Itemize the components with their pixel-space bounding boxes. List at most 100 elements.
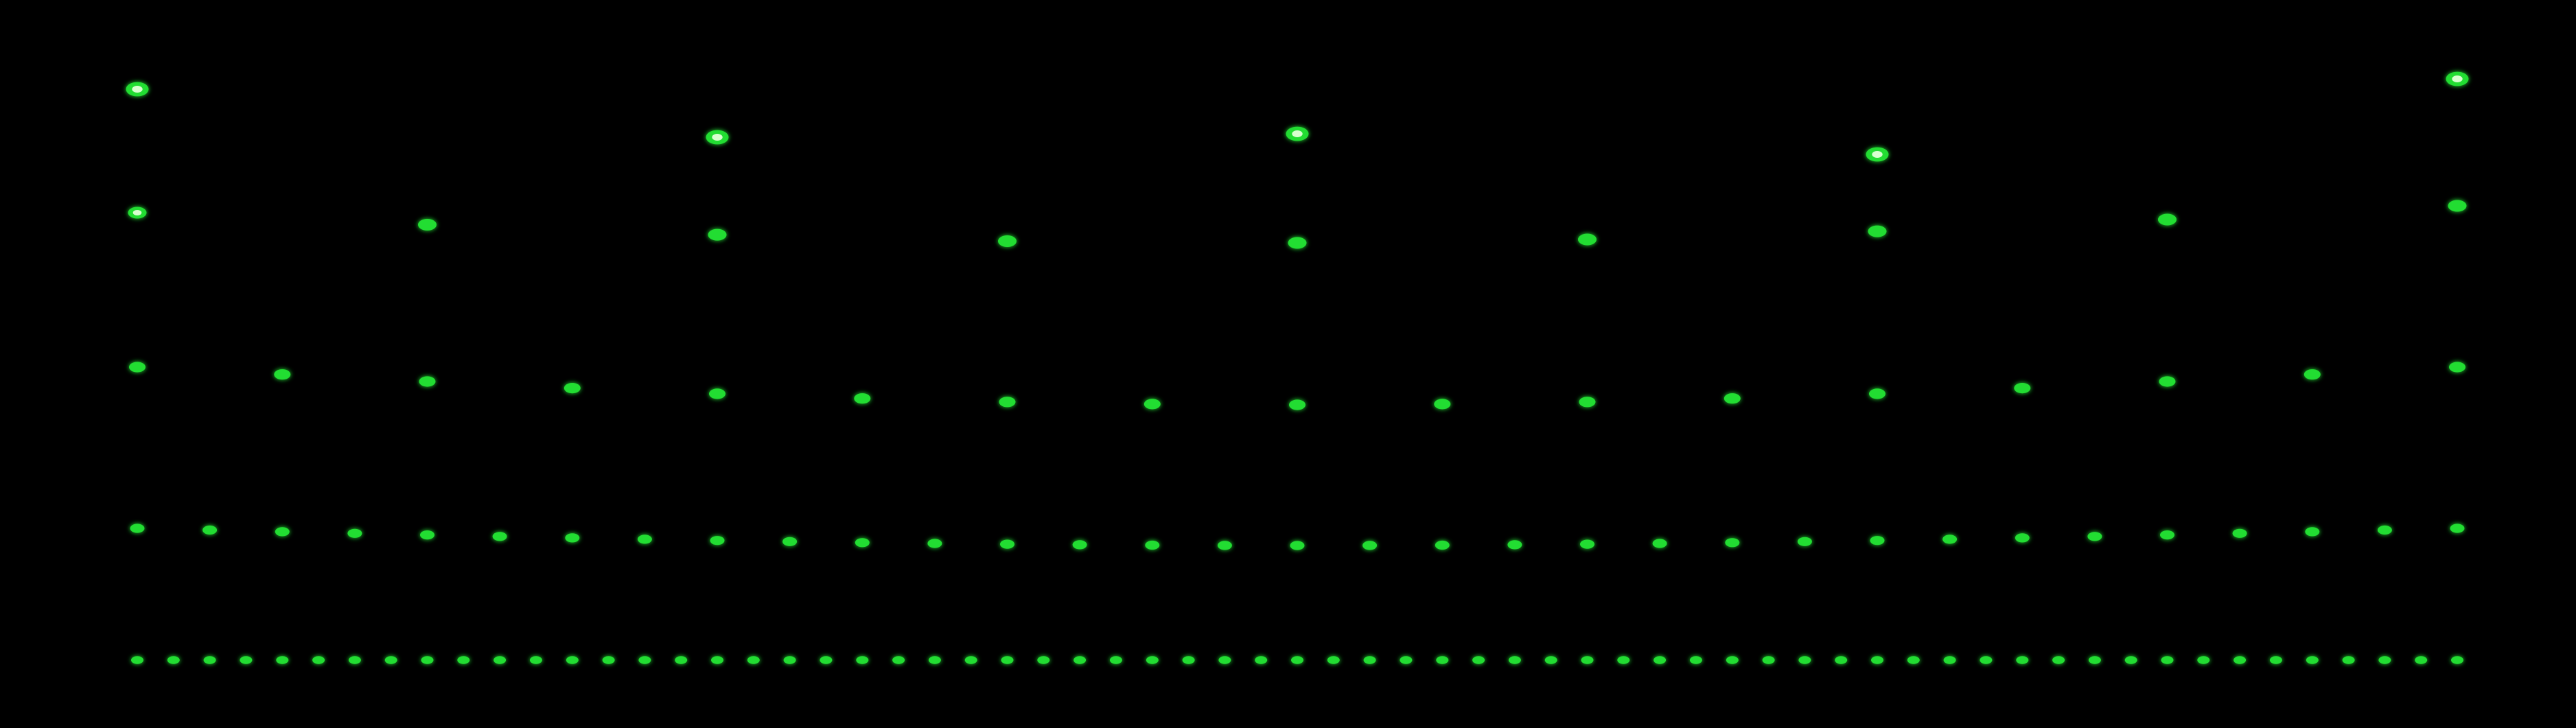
- spot: [1871, 656, 1883, 664]
- spot: [2304, 369, 2321, 380]
- spot: [1182, 656, 1195, 664]
- spot: [494, 656, 507, 664]
- row-2-spots: [128, 200, 2467, 249]
- spot: [2269, 656, 2282, 664]
- row-4-spots: [130, 524, 2465, 550]
- spot: [1218, 656, 1231, 664]
- spot: [564, 383, 581, 394]
- spot: [1907, 656, 1920, 664]
- spot: [2342, 656, 2355, 664]
- spot: [1835, 656, 1848, 664]
- spot-core: [132, 210, 142, 215]
- spot: [1653, 656, 1667, 664]
- spot: [565, 533, 580, 543]
- spot: [1472, 656, 1485, 664]
- spot: [167, 656, 180, 664]
- spot: [1074, 656, 1087, 664]
- spot: [1144, 399, 1161, 410]
- spot: [1109, 656, 1122, 664]
- spot-core: [1292, 130, 1303, 137]
- spot: [457, 656, 470, 664]
- spot: [2450, 524, 2465, 533]
- spot: [1726, 656, 1739, 664]
- row-3-spots: [129, 362, 2465, 410]
- spot: [1400, 656, 1413, 664]
- spot: [130, 524, 145, 533]
- spot: [1580, 539, 1594, 549]
- spot: [1725, 538, 1740, 548]
- spot: [131, 656, 143, 664]
- spot: [1255, 656, 1268, 664]
- spot: [1146, 656, 1159, 664]
- spot: [2014, 383, 2031, 394]
- spot: [856, 656, 869, 664]
- spot: [964, 656, 977, 664]
- spot: [675, 656, 688, 664]
- spot: [1037, 656, 1050, 664]
- spot: [1617, 656, 1630, 664]
- spot: [129, 362, 146, 373]
- spot: [1798, 656, 1811, 664]
- spot: [2415, 656, 2428, 664]
- spot: [782, 537, 798, 546]
- spot: [1943, 656, 1956, 664]
- spot: [1544, 656, 1557, 664]
- spot: [1072, 540, 1087, 550]
- spot: [2451, 656, 2463, 664]
- spot: [566, 656, 579, 664]
- spot: [1579, 397, 1596, 408]
- spot: [928, 656, 941, 664]
- spot: [711, 656, 723, 664]
- spot: [1942, 535, 1958, 544]
- spot: [637, 535, 652, 544]
- spot: [2015, 533, 2030, 543]
- spot: [1217, 541, 1232, 550]
- spot: [1578, 233, 1597, 246]
- spot: [709, 388, 726, 399]
- spot: [1000, 539, 1014, 549]
- spot-core: [132, 86, 143, 93]
- spot-core: [2452, 75, 2463, 82]
- row-5-spots: [131, 656, 2463, 664]
- spot: [418, 219, 437, 231]
- spot: [927, 539, 942, 548]
- spot: [998, 235, 1017, 247]
- spot: [1291, 656, 1303, 664]
- spot: [203, 656, 216, 664]
- spot: [999, 397, 1016, 408]
- spot: [747, 656, 760, 664]
- spot: [1870, 536, 1885, 545]
- spot: [1290, 541, 1305, 550]
- spot: [1869, 388, 1885, 399]
- spot-core: [1872, 151, 1883, 158]
- spot: [492, 532, 507, 541]
- spot: [1434, 399, 1451, 410]
- spot: [783, 656, 796, 664]
- spot: [1724, 393, 1741, 404]
- spot: [2448, 200, 2467, 212]
- spot: [2088, 656, 2101, 664]
- spot: [312, 656, 325, 664]
- spot: [384, 656, 397, 664]
- spot: [638, 656, 651, 664]
- spot: [347, 528, 362, 538]
- spot: [2052, 656, 2065, 664]
- spot: [2159, 376, 2176, 387]
- spot: [2378, 656, 2391, 664]
- spot: [1652, 539, 1667, 548]
- spot: [892, 656, 905, 664]
- spot: [348, 656, 361, 664]
- spot: [420, 530, 434, 540]
- spot: [820, 656, 833, 664]
- spot-core: [712, 134, 723, 141]
- spot: [240, 656, 253, 664]
- spot: [1362, 541, 1378, 550]
- row-1-spots: [126, 71, 2469, 162]
- spot: [2161, 656, 2174, 664]
- spot: [1508, 656, 1521, 664]
- spot: [710, 536, 725, 545]
- spot: [1689, 656, 1702, 664]
- spot: [854, 393, 871, 404]
